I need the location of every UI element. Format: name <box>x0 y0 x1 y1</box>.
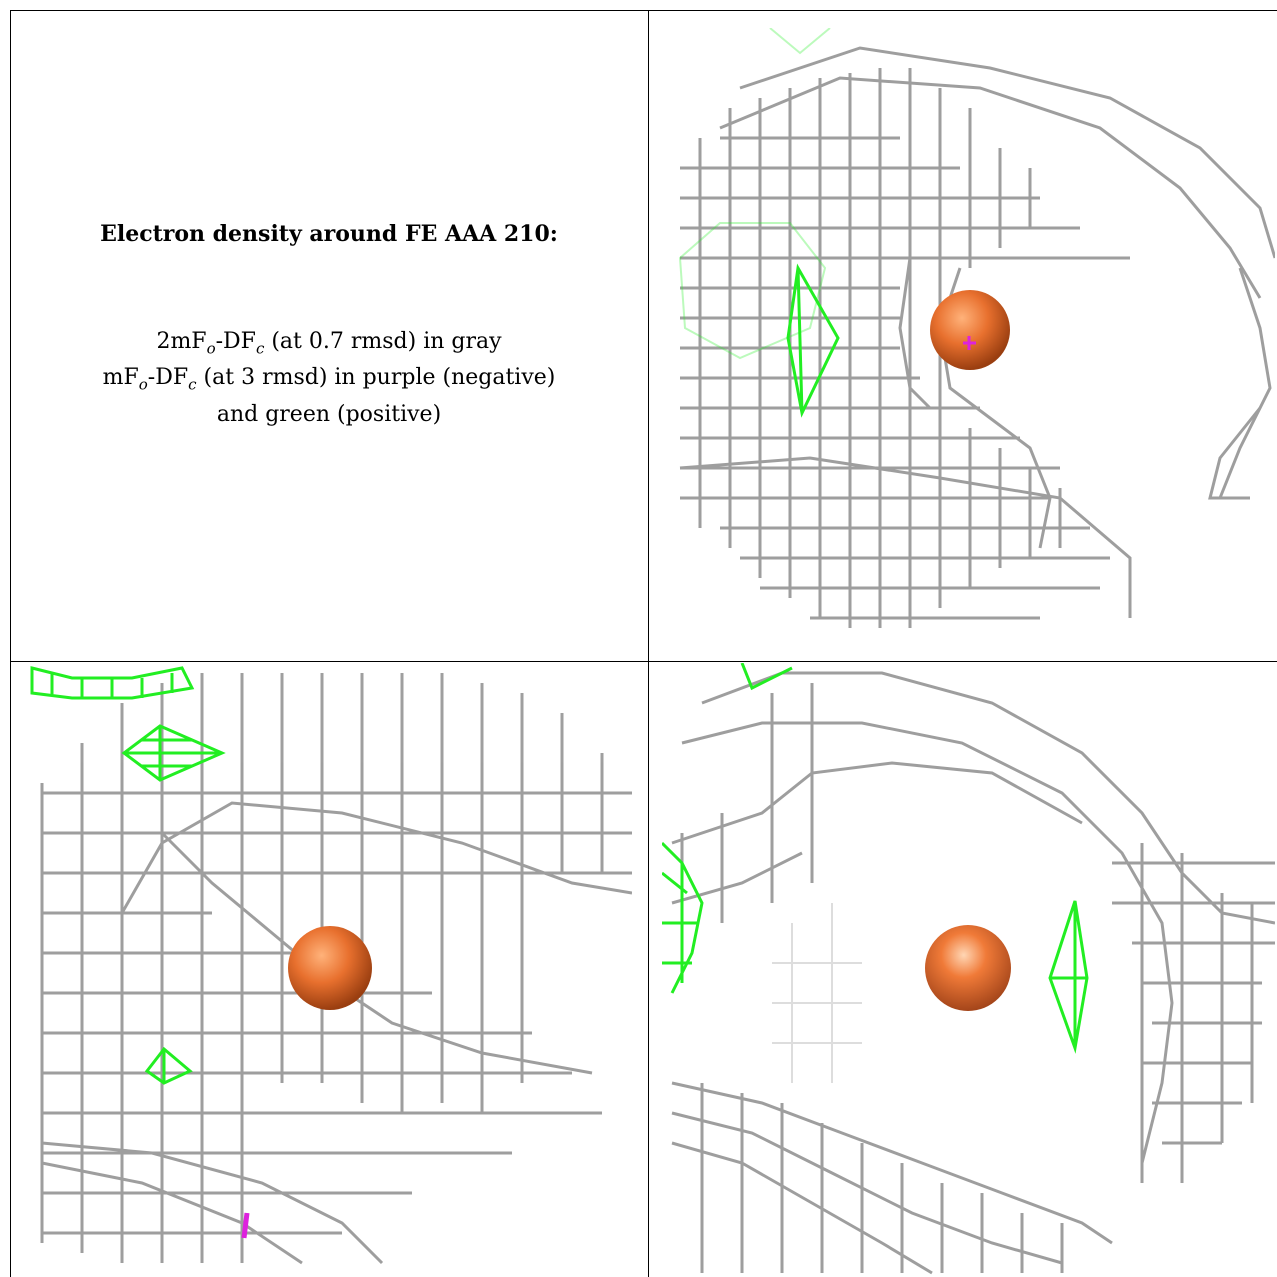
table-border-left <box>10 10 11 1277</box>
fe-atom-sphere <box>930 290 1010 370</box>
density-view-1 <box>660 28 1275 633</box>
legend-line-fofc: mFo-DFc (at 3 rmsd) in purple (negative) <box>102 365 556 394</box>
fe-atom-sphere <box>925 925 1011 1011</box>
legend-line-colors: and green (positive) <box>216 401 442 427</box>
density-view-2 <box>12 663 632 1275</box>
caption-cell: Electron density around FE AAA 210: 2mFo… <box>10 10 648 661</box>
density-view-3-canvas <box>662 663 1275 1275</box>
caption-title: Electron density around FE AAA 210: <box>100 221 558 247</box>
green-mesh <box>786 263 840 418</box>
green-mesh <box>662 663 1089 1054</box>
legend-line-2fofc: 2mFo-DFc (at 0.7 rmsd) in gray <box>156 329 502 358</box>
density-view-2-canvas <box>30 666 632 1265</box>
caption-legend: 2mFo-DFc (at 0.7 rmsd) in gray mFo-DFc (… <box>10 327 648 430</box>
table-border-top <box>10 10 1277 11</box>
purple-mesh <box>963 336 976 350</box>
fe-atom-sphere <box>288 926 372 1010</box>
gray-mesh <box>679 46 1275 628</box>
green-mesh <box>30 666 226 1085</box>
purple-mesh <box>241 1212 250 1239</box>
green-mesh-faint <box>678 28 831 360</box>
gray-mesh-faint <box>772 903 862 1083</box>
table-border-middle <box>648 10 649 1277</box>
table-border-row <box>10 661 1277 662</box>
density-view-3 <box>662 663 1275 1275</box>
density-view-1-canvas <box>678 28 1275 628</box>
gray-mesh <box>671 671 1275 1275</box>
